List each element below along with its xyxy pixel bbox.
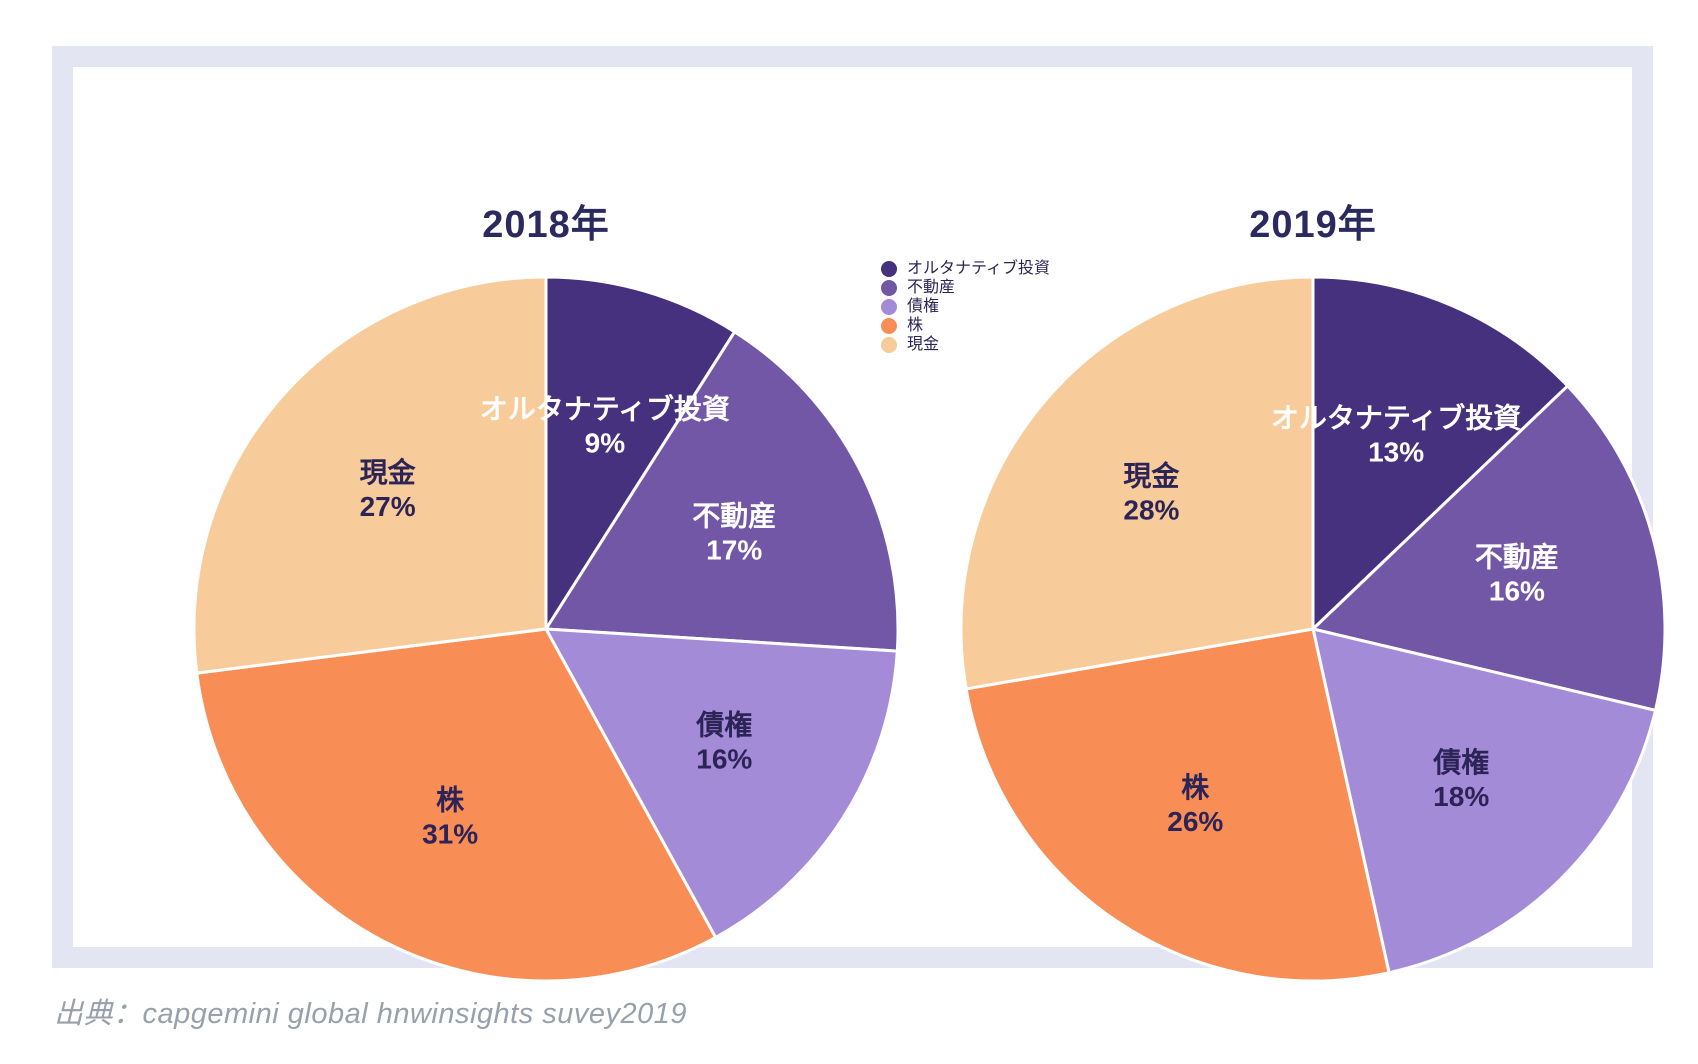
pie-0-slice-2 xyxy=(544,627,899,939)
pie-0-slice-3 xyxy=(195,627,718,983)
legend-color-dot xyxy=(881,317,897,334)
pie-1-slice-4 xyxy=(959,275,1315,691)
source-note: 出典：capgemini global hnwinsights suvey201… xyxy=(54,998,688,1030)
pie-slice-label-name: オルタナティブ投資 xyxy=(480,393,730,425)
legend-color-dot xyxy=(881,336,897,353)
pie-slice-label-pct: 17% xyxy=(706,535,762,566)
pie-slice-label-pct: 9% xyxy=(585,428,626,459)
pie-slice-label-name: 不動産 xyxy=(1475,540,1559,572)
legend-item-label: 株 xyxy=(907,317,924,334)
chart-title-2019: 2019年 xyxy=(1249,204,1377,246)
pie-1-slice-1 xyxy=(1311,384,1667,712)
pie-slice-label-name: 株 xyxy=(436,785,465,816)
pie-slice-label-name: 現金 xyxy=(360,456,417,488)
pie-slice-label-pct: 16% xyxy=(696,744,752,775)
pie-slice-label-name: 債権 xyxy=(695,709,752,741)
pie-0-slice-0 xyxy=(544,275,737,631)
pie-slice-label-name: 株 xyxy=(1181,772,1210,803)
legend-item-label: オルタナティブ投資 xyxy=(907,260,1051,277)
legend-item-1: 不動産 xyxy=(881,278,1050,297)
pie-0-slice-1 xyxy=(544,330,900,653)
legend-item-label: 現金 xyxy=(907,336,940,353)
legend-color-dot xyxy=(881,260,897,277)
pie-slice-label-name: オルタナティブ投資 xyxy=(1271,401,1521,433)
legend-item-2: 債権 xyxy=(881,297,1050,316)
legend-color-dot xyxy=(881,298,897,315)
pie-slice-label-name: 債権 xyxy=(1432,746,1489,778)
pie-1-slice-3 xyxy=(964,627,1391,983)
pie-slice-label-pct: 26% xyxy=(1167,806,1223,837)
legend-item-label: 不動産 xyxy=(907,279,956,296)
chart-panel: 2018年 2019年 オルタナティブ投資 不動産 債権株現金 オルタナティブ投資 9… xyxy=(52,46,1667,983)
pie-slice-label-name: 現金 xyxy=(1123,460,1180,492)
pie-0-slice-4 xyxy=(192,275,548,675)
pie-slice-label-pct: 28% xyxy=(1123,495,1179,526)
pie-slice-label-pct: 13% xyxy=(1368,436,1424,467)
pie-1-slice-2 xyxy=(1311,627,1657,975)
pie-1-slice-0 xyxy=(1311,275,1570,631)
legend-color-dot xyxy=(881,279,897,296)
pie-slice-label-pct: 16% xyxy=(1489,575,1545,606)
pie-slice-label-pct: 27% xyxy=(360,491,416,522)
legend-item-4: 現金 xyxy=(881,335,1050,354)
chart-title-2018: 2018年 xyxy=(482,204,610,246)
legend-item-3: 株 xyxy=(881,316,1050,335)
pie-slice-label-pct: 31% xyxy=(422,819,478,850)
legend: オルタナティブ投資 不動産債権株現金 xyxy=(881,259,1050,354)
legend-item-label: 債権 xyxy=(907,298,940,315)
legend-item-0: オルタナティブ投資 xyxy=(881,259,1050,278)
pie-slice-label-pct: 18% xyxy=(1433,781,1489,812)
pie-slice-label-name: 不動産 xyxy=(692,500,776,532)
